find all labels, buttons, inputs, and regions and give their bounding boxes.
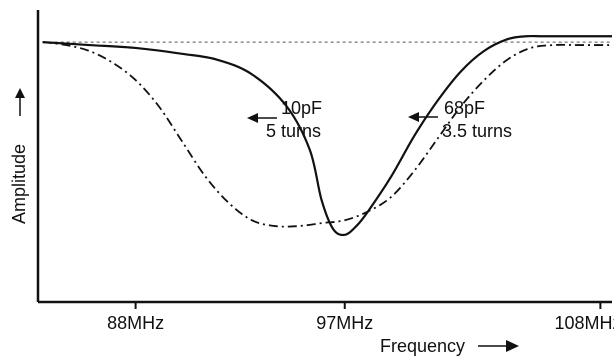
y-axis-arrowhead (15, 88, 25, 98)
series-layer (42, 34, 612, 237)
series-line-1 (42, 41, 612, 228)
annotation-68pf-line1: 68pF (444, 98, 485, 118)
x-ticks: 88MHz 97MHz 108MHz (107, 302, 614, 333)
annotation-10pf-arrowhead (247, 113, 258, 123)
annotation-68pf-line2: 3.5 turns (442, 121, 512, 141)
y-axis-label: Amplitude (9, 144, 29, 224)
x-tick-label: 108MHz (554, 313, 614, 333)
y-axis-label-group: Amplitude (9, 88, 29, 224)
series-line-0 (42, 34, 612, 237)
x-tick-label: 88MHz (107, 313, 164, 333)
x-axis-label: Frequency (380, 336, 465, 356)
annotation-10pf-line2: 5 turns (266, 121, 321, 141)
annotation-68pf-arrowhead (408, 112, 419, 122)
annotation-10pf: 10pF 5 turns (247, 98, 322, 141)
axes (36, 10, 612, 304)
annotation-10pf-line1: 10pF (281, 98, 322, 118)
annotation-68pf: 68pF 3.5 turns (408, 98, 512, 141)
x-axis-arrowhead (506, 340, 519, 352)
x-tick-label: 97MHz (316, 313, 373, 333)
